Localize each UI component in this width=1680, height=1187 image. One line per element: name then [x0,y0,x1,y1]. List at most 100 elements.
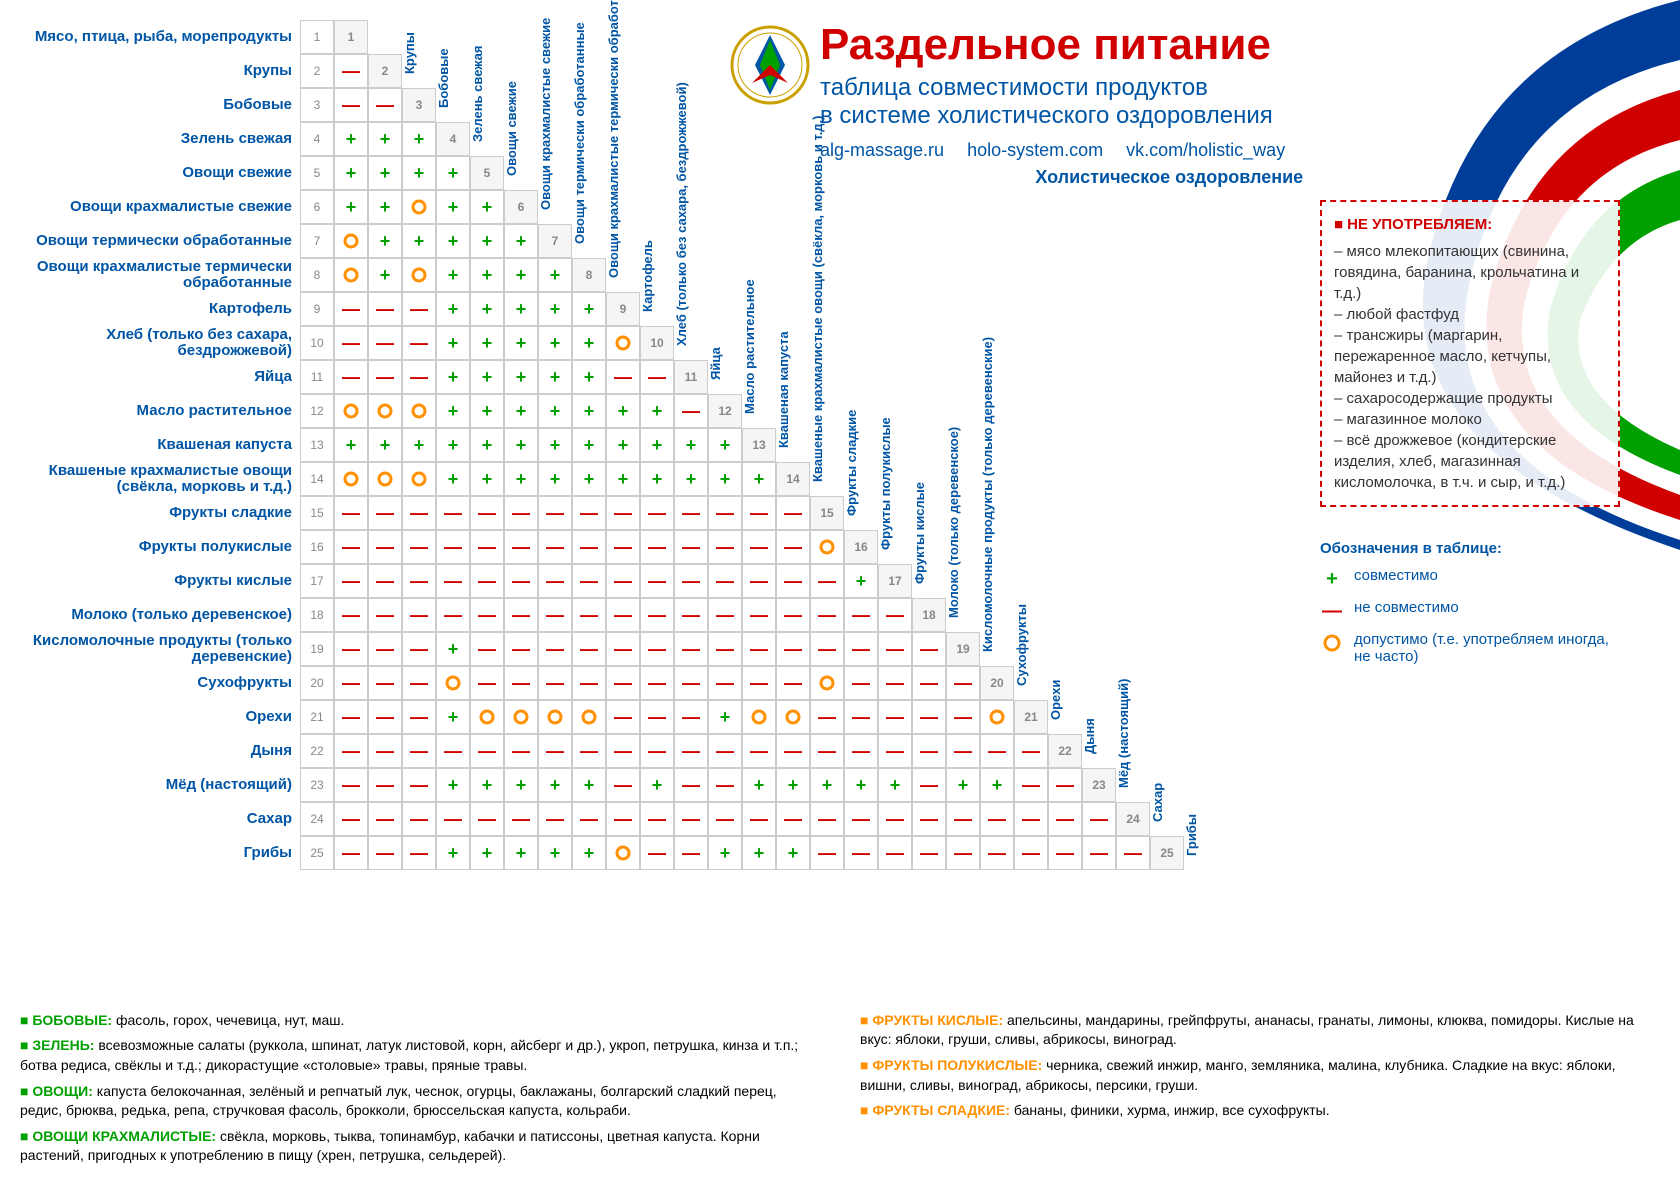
matrix-cell: — [844,836,878,870]
empty-cell [1048,360,1082,394]
empty-cell [1048,428,1082,462]
empty-cell [912,156,946,190]
empty-cell [1116,224,1150,258]
avoid-item: – магазинное молоко [1334,409,1606,430]
matrix-cell: — [504,564,538,598]
empty-cell [878,88,912,122]
empty-cell [776,54,810,88]
matrix-cell: + [470,428,504,462]
matrix-cell: + [606,394,640,428]
column-header: Хлеб (только без сахара, бездрожжевой) [674,146,689,346]
matrix-cell [334,224,368,258]
matrix-cell: — [640,632,674,666]
empty-cell [844,224,878,258]
matrix-cell: — [572,530,606,564]
empty-cell [1014,394,1048,428]
diagonal-cell: 18 [912,598,946,632]
footer-definition: ■ ФРУКТЫ КИСЛЫЕ: апельсины, мандарины, г… [860,1011,1660,1050]
matrix-cell: + [470,768,504,802]
matrix-cell: + [470,462,504,496]
matrix-cell: + [402,428,436,462]
matrix-cell: — [368,700,402,734]
empty-cell [946,292,980,326]
matrix-cell: — [674,768,708,802]
empty-cell [1014,20,1048,54]
diagonal-cell: 1 [334,20,368,54]
empty-cell [708,20,742,54]
matrix-cell: — [368,360,402,394]
empty-cell [1082,462,1116,496]
matrix-cell: + [334,428,368,462]
matrix-cell: — [674,802,708,836]
matrix-cell: — [334,326,368,360]
matrix-cell: + [606,462,640,496]
matrix-cell: — [538,496,572,530]
row-number: 10 [300,326,334,360]
empty-cell [1150,156,1184,190]
empty-cell [912,20,946,54]
matrix-cell: — [878,734,912,768]
empty-cell [708,54,742,88]
matrix-cell: + [470,258,504,292]
matrix-cell: — [1116,836,1150,870]
matrix-cell: — [708,598,742,632]
matrix-cell: — [674,530,708,564]
matrix-cell: + [368,428,402,462]
column-header: Фрукты кислые [912,384,927,584]
matrix-cell: — [334,360,368,394]
matrix-cell: — [538,598,572,632]
empty-cell [1014,360,1048,394]
matrix-cell: — [878,598,912,632]
matrix-cell: — [572,564,606,598]
matrix-cell [606,836,640,870]
row-label: Сухофрукты [20,666,300,700]
matrix-cell [402,190,436,224]
empty-cell [1150,530,1184,564]
empty-cell [1048,190,1082,224]
matrix-cell: + [504,258,538,292]
empty-cell [878,54,912,88]
matrix-cell: + [504,836,538,870]
matrix-cell: + [436,700,470,734]
matrix-cell: — [368,598,402,632]
matrix-cell: + [436,394,470,428]
matrix-cell: — [946,734,980,768]
matrix-cell: — [538,632,572,666]
matrix-cell: + [368,224,402,258]
matrix-cell: — [436,598,470,632]
matrix-cell: — [368,564,402,598]
column-header: Овощи крахмалистые термически обработанн… [606,78,621,278]
matrix-cell: + [640,394,674,428]
empty-cell [980,224,1014,258]
matrix-cell: — [1048,768,1082,802]
empty-cell [946,156,980,190]
legend-row: допустимо (т.е. употребляем иногда, не ч… [1320,631,1620,665]
diagonal-cell: 5 [470,156,504,190]
row-label: Кисломолочные продукты (только деревенск… [20,632,300,666]
matrix-cell: — [368,802,402,836]
matrix-cell: — [708,632,742,666]
empty-cell [1048,326,1082,360]
empty-cell [708,122,742,156]
matrix-cell: — [538,530,572,564]
empty-cell [878,190,912,224]
matrix-cell: — [980,734,1014,768]
matrix-cell: — [776,734,810,768]
row-number: 12 [300,394,334,428]
matrix-cell: — [1014,768,1048,802]
matrix-cell: + [538,326,572,360]
matrix-cell: + [470,326,504,360]
empty-cell [1082,122,1116,156]
empty-cell [912,122,946,156]
matrix-cell: — [368,88,402,122]
row-number: 22 [300,734,334,768]
empty-cell [980,54,1014,88]
empty-cell [1014,190,1048,224]
matrix-cell [402,462,436,496]
diagonal-cell: 4 [436,122,470,156]
matrix-cell: — [742,598,776,632]
row-label: Хлеб (только без сахара, бездрожжевой) [20,326,300,360]
row-label: Овощи крахмалистые свежие [20,190,300,224]
empty-cell [1048,156,1082,190]
matrix-cell: + [572,326,606,360]
